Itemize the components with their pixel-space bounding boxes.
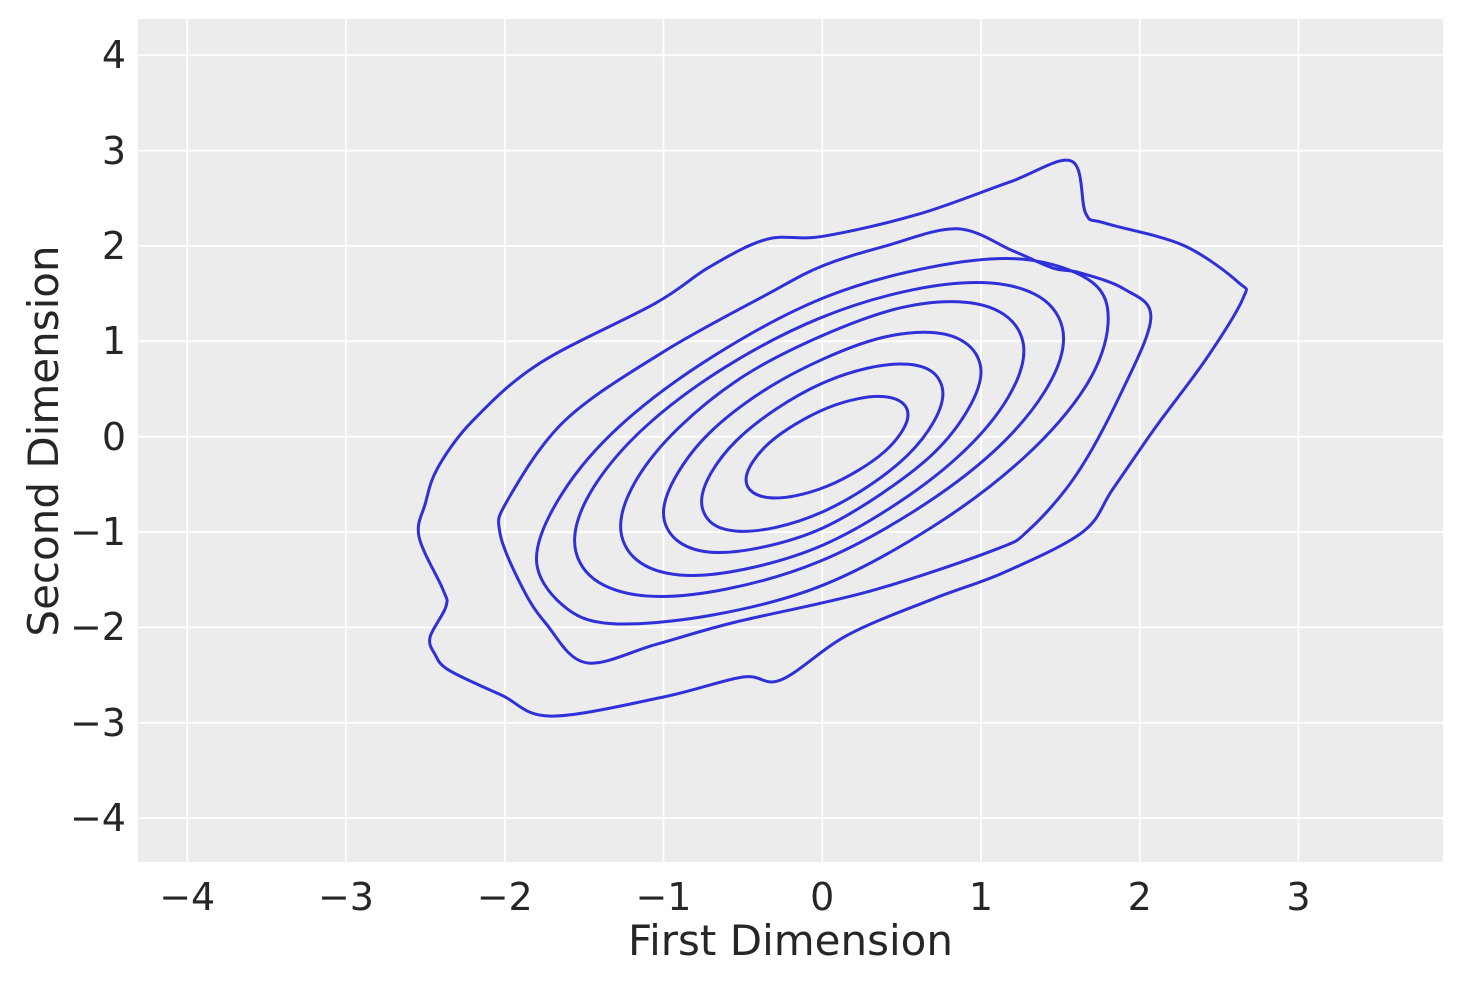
contour-level-7 (700, 362, 945, 533)
y-tick-label: 2 (101, 223, 126, 268)
x-axis-label: First Dimension (628, 916, 953, 965)
contour-level-2 (497, 227, 1153, 665)
contour-level-6 (661, 330, 983, 554)
x-tick-label: −2 (476, 875, 533, 919)
y-tick-label: −3 (69, 700, 126, 745)
y-tick-label: −2 (69, 605, 126, 650)
x-tick-label: −3 (317, 875, 374, 919)
x-tick-label: 3 (1286, 875, 1311, 919)
x-tick-label: 0 (810, 875, 835, 919)
contour-level-1 (416, 158, 1248, 718)
y-tick-label: 3 (101, 128, 126, 173)
x-tick-label: 1 (968, 875, 994, 919)
y-tick-label: 4 (101, 33, 126, 78)
x-tick-label: −1 (635, 875, 692, 919)
y-tick-label: −4 (69, 796, 126, 841)
y-tick-label: −1 (69, 510, 126, 555)
contour-level-8 (744, 394, 910, 500)
contour-level-3 (534, 257, 1110, 626)
contour-level-4 (573, 281, 1066, 598)
contour-level-5 (619, 300, 1026, 577)
y-axis-label: Second Dimension (19, 244, 68, 637)
axes-background (138, 19, 1443, 862)
y-tick-label: 1 (101, 319, 126, 364)
x-tick-label: 2 (1127, 875, 1152, 919)
y-tick-label: 0 (101, 414, 126, 459)
x-tick-label: −4 (159, 875, 216, 919)
